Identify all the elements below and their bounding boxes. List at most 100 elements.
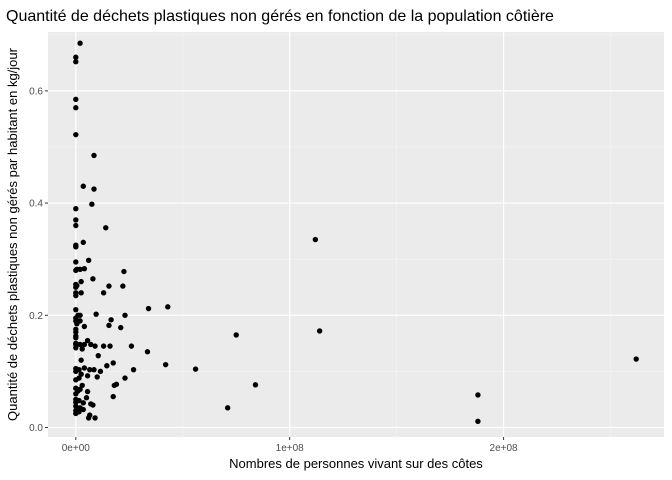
data-point [83,395,90,401]
data-point [73,54,79,60]
data-point [77,40,83,46]
plot-panel [48,32,664,437]
minor-gridlines [48,32,664,437]
data-point [118,324,124,331]
data-point [80,239,86,246]
data-point [73,105,79,111]
data-point [122,375,128,381]
major-gridlines [48,32,664,437]
data-point [78,290,84,296]
data-point [104,363,110,369]
data-point [73,377,79,383]
y-axis-ticks: 0.0 0.2 0.4 0.6 [29,86,48,434]
data-point [73,410,79,417]
data-point [233,332,239,338]
data-point [103,225,109,231]
data-point [111,382,118,389]
y-tick-label: 0.0 [29,423,43,434]
data-point [84,337,91,344]
data-point [73,292,79,299]
data-point [85,415,92,421]
data-point [106,283,112,289]
data-points [73,40,639,424]
data-point [78,278,84,285]
data-point [224,405,231,411]
data-point [162,361,169,368]
chart-title: Quantité de déchets plastiques non gérés… [6,8,554,25]
data-point [73,368,79,375]
data-point [78,357,84,363]
data-point [122,312,128,318]
data-point [80,406,86,413]
data-point [92,415,98,421]
data-point [81,323,88,330]
data-point [74,320,80,327]
x-axis-title: Nombres de personnes vivant sur des côte… [229,456,483,471]
data-point [128,343,135,349]
data-point [95,352,101,359]
data-point [110,393,116,400]
data-point [73,403,79,409]
data-point [73,391,79,397]
x-tick-label: 2e+08 [490,443,519,454]
data-point [100,343,107,349]
data-point [80,183,86,189]
data-point [84,388,91,395]
data-point [89,201,95,207]
data-point [77,266,83,272]
data-point [633,356,639,362]
data-point [88,341,94,348]
data-point [73,306,79,313]
data-point [121,268,127,275]
data-point [79,346,85,352]
y-axis-title: Quantité de déchets plastiques non gérés… [5,47,20,421]
data-point [73,96,79,103]
data-point [73,267,79,274]
data-point [84,373,91,379]
data-point [80,400,86,406]
data-point [130,366,137,373]
data-point [120,283,126,289]
data-point [108,317,114,323]
x-axis-ticks: 0e+00 1e+08 2e+08 [62,437,518,454]
data-point [73,399,79,405]
data-point [87,366,93,373]
data-point [106,322,112,329]
data-point [144,349,151,355]
data-point [73,217,79,223]
data-point [77,341,83,348]
data-point [73,345,79,351]
data-point [77,312,83,318]
data-point [81,266,88,272]
data-point [165,304,171,310]
data-point [475,392,481,398]
data-point [475,418,481,424]
data-point [81,365,88,371]
data-point [107,343,113,349]
data-point [316,328,323,334]
data-point [73,131,79,138]
data-point [73,205,79,212]
x-tick-label: 0e+00 [62,443,91,454]
data-point [90,276,96,282]
data-point [100,290,107,296]
x-tick-label: 1e+08 [276,443,305,454]
data-point [97,368,104,375]
data-point [73,259,79,265]
data-point [91,186,97,192]
data-point [93,311,99,317]
data-point [73,335,79,341]
data-point [74,282,80,289]
y-tick-label: 0.4 [29,199,43,210]
data-point [81,341,88,348]
data-point [312,236,319,243]
data-point [92,343,98,349]
data-point [192,366,199,372]
data-point [110,360,116,366]
y-tick-label: 0.6 [29,86,43,97]
y-tick-label: 0.2 [29,311,43,322]
data-point [91,366,97,373]
data-point [73,222,79,229]
data-point [252,382,259,388]
